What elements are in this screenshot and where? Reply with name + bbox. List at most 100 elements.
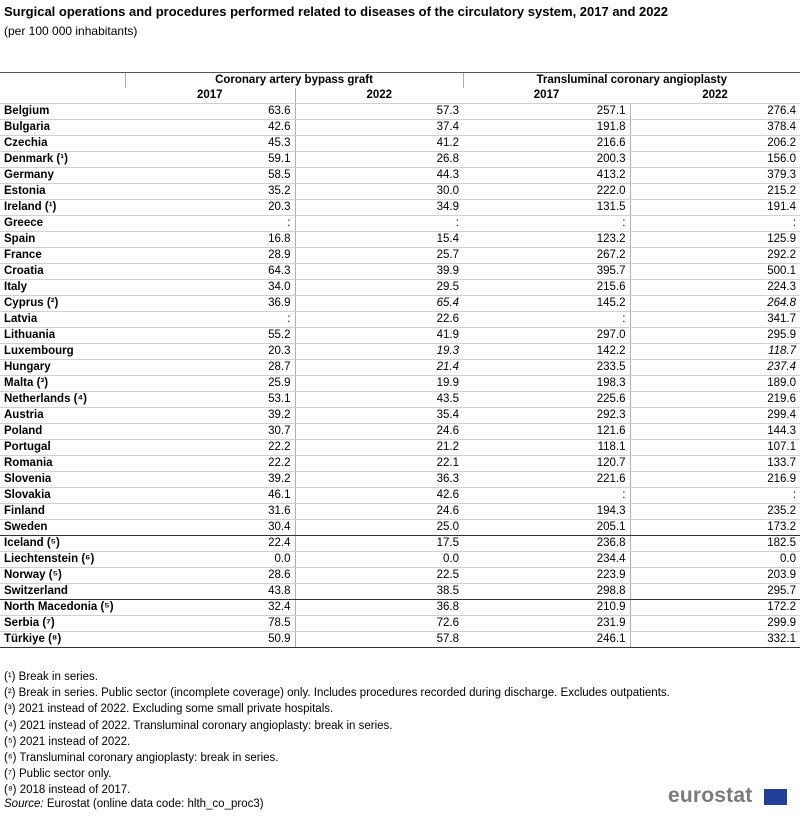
row-label: Finland	[0, 503, 125, 520]
title: Surgical operations and procedures perfo…	[4, 4, 668, 19]
cell: 72.6	[294, 615, 463, 632]
row: Serbia (⁷) 78.5 72.6 231.9 299.9	[0, 615, 800, 632]
row-label: Denmark (¹)	[0, 151, 125, 168]
cell: 120.7	[463, 455, 630, 472]
row: Norway (⁵) 28.6 22.5 223.9 203.9	[0, 567, 800, 584]
row-label: Czechia	[0, 135, 125, 152]
cell: 39.2	[125, 471, 295, 488]
row-label: Türkiye (⁸)	[0, 631, 125, 648]
cell: 37.4	[294, 119, 463, 136]
cell: 191.8	[463, 119, 630, 136]
cell: 257.1	[463, 103, 630, 120]
cell: 299.4	[629, 407, 800, 424]
cell: 332.1	[629, 631, 800, 648]
cell: 223.9	[463, 567, 630, 584]
cell: 44.3	[294, 167, 463, 184]
row: Switzerland 43.8 38.5 298.8 295.7	[0, 583, 800, 600]
corner	[0, 72, 125, 88]
cell: 57.3	[294, 103, 463, 120]
cell: 173.2	[629, 519, 800, 536]
cell: 16.8	[125, 231, 295, 248]
cell: 20.3	[125, 343, 295, 360]
row: Germany 58.5 44.3 413.2 379.3	[0, 167, 800, 184]
cell: 142.2	[463, 343, 630, 360]
cell: :	[629, 487, 800, 504]
row: Denmark (¹) 59.1 26.8 200.3 156.0	[0, 151, 800, 168]
row-label: Slovenia	[0, 471, 125, 488]
cell: 42.6	[294, 487, 463, 504]
subtitle: (per 100 000 inhabitants)	[4, 24, 138, 38]
row-label: Netherlands (⁴)	[0, 391, 125, 408]
row: North Macedonia (⁵) 32.4 36.8 210.9 172.2	[0, 599, 800, 616]
cell: 28.7	[125, 359, 295, 376]
row-label: Switzerland	[0, 583, 125, 600]
cell: 107.1	[629, 439, 800, 456]
cell: 53.1	[125, 391, 295, 408]
row-label: Serbia (⁷)	[0, 615, 125, 632]
cell: 292.2	[629, 247, 800, 264]
cell: 30.4	[125, 519, 295, 536]
cell: 295.9	[629, 327, 800, 344]
cell: 246.1	[463, 631, 630, 648]
cell: 34.9	[294, 199, 463, 216]
row-label: Latvia	[0, 311, 125, 328]
cell: 219.6	[629, 391, 800, 408]
data-table: Coronary artery bypass graft Translumina…	[0, 72, 800, 648]
cell: 36.8	[294, 599, 463, 616]
cell: 123.2	[463, 231, 630, 248]
row: Czechia 45.3 41.2 216.6 206.2	[0, 135, 800, 152]
cell: 500.1	[629, 263, 800, 280]
cell: 19.3	[294, 343, 463, 360]
cell: 156.0	[629, 151, 800, 168]
cell: 144.3	[629, 423, 800, 440]
cell: 182.5	[629, 535, 800, 552]
cell: 267.2	[463, 247, 630, 264]
cell: :	[125, 311, 295, 328]
cell: 216.6	[463, 135, 630, 152]
row: Slovenia 39.2 36.3 221.6 216.9	[0, 471, 800, 488]
group-header: Transluminal coronary angioplasty	[462, 72, 800, 88]
cell: :	[629, 215, 800, 232]
cell: 46.1	[125, 487, 295, 504]
cell: 298.8	[463, 583, 630, 600]
cell: 58.5	[125, 167, 295, 184]
row: Netherlands (⁴) 53.1 43.5 225.6 219.6	[0, 391, 800, 408]
row-label: Hungary	[0, 359, 125, 376]
cell: 25.9	[125, 375, 295, 392]
cell: 45.3	[125, 135, 295, 152]
cell: 200.3	[463, 151, 630, 168]
cell: 210.9	[463, 599, 630, 616]
row-label: Malta (³)	[0, 375, 125, 392]
eu-flag	[764, 789, 787, 805]
cell: 35.2	[125, 183, 295, 200]
cell: 22.4	[125, 535, 295, 552]
cell: 215.6	[463, 279, 630, 296]
row: Malta (³) 25.9 19.9 198.3 189.0	[0, 375, 800, 392]
cell: 21.2	[294, 439, 463, 456]
row: Greece::::	[0, 215, 800, 232]
footnotes: (¹) Break in series. (²) Break in series.…	[4, 669, 670, 799]
cell: 36.3	[294, 471, 463, 488]
cell: 15.4	[294, 231, 463, 248]
cell: 22.6	[294, 311, 463, 328]
row: Portugal 22.2 21.2 118.1 107.1	[0, 439, 800, 456]
cell: 38.5	[294, 583, 463, 600]
cell: 36.9	[125, 295, 295, 312]
cell: 131.5	[463, 199, 630, 216]
cell: 215.2	[629, 183, 800, 200]
cell: 413.2	[463, 167, 630, 184]
row: Estonia 35.2 30.0 222.0 215.2	[0, 183, 800, 200]
row-label: North Macedonia (⁵)	[0, 599, 125, 616]
cell: 34.0	[125, 279, 295, 296]
row: Romania 22.2 22.1 120.7 133.7	[0, 455, 800, 472]
cell: 65.4	[294, 295, 463, 312]
cell: 57.8	[294, 631, 463, 648]
row-label: Iceland (⁵)	[0, 535, 125, 552]
cell: 31.6	[125, 503, 295, 520]
row: Cyprus (²) 36.9 65.4 145.2 264.8	[0, 295, 800, 312]
cell: 41.9	[294, 327, 463, 344]
cell: 235.2	[629, 503, 800, 520]
row-label: Liechtenstein (⁶)	[0, 551, 125, 568]
row: Iceland (⁵) 22.4 17.5 236.8 182.5	[0, 535, 800, 552]
group-header: Coronary artery bypass graft	[124, 72, 463, 88]
